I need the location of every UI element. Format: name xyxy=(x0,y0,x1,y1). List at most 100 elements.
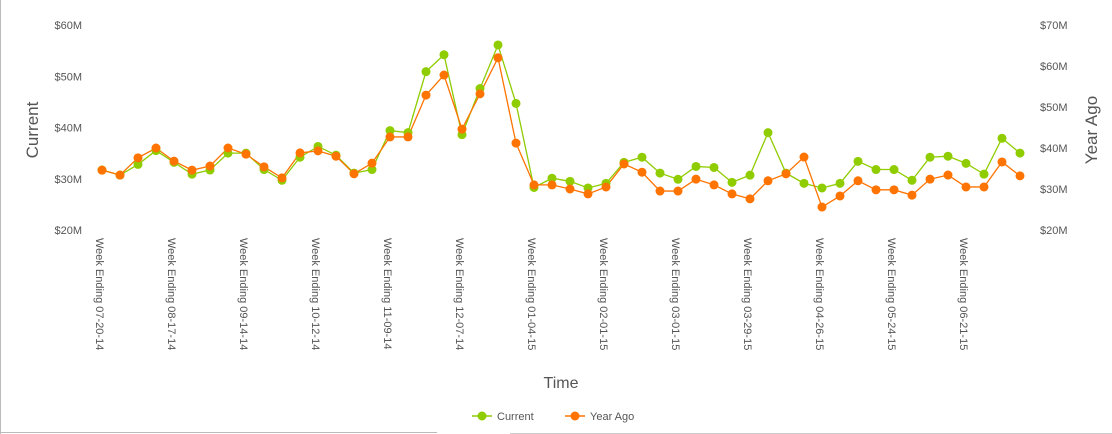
data-point-current[interactable] xyxy=(709,162,719,172)
data-point-current[interactable] xyxy=(691,161,701,171)
data-point-year-ago[interactable] xyxy=(601,182,611,192)
data-point-year-ago[interactable] xyxy=(763,176,773,186)
data-point-year-ago[interactable] xyxy=(223,143,233,153)
data-point-current[interactable] xyxy=(889,165,899,175)
x-tick-label: Week Ending 02-01-15 xyxy=(597,238,609,350)
legend-marker-current xyxy=(477,411,487,421)
data-point-current[interactable] xyxy=(565,176,575,186)
data-point-year-ago[interactable] xyxy=(655,186,665,196)
data-point-year-ago[interactable] xyxy=(835,191,845,201)
data-point-year-ago[interactable] xyxy=(493,53,503,63)
data-point-current[interactable] xyxy=(133,159,143,169)
data-point-current[interactable] xyxy=(925,152,935,162)
data-point-year-ago[interactable] xyxy=(475,89,485,99)
data-point-year-ago[interactable] xyxy=(1015,171,1025,181)
data-point-current[interactable] xyxy=(511,98,521,108)
data-point-year-ago[interactable] xyxy=(943,170,953,180)
data-point-current[interactable] xyxy=(817,183,827,193)
data-point-current[interactable] xyxy=(799,178,809,188)
left-tick-label: $60M xyxy=(54,20,82,32)
data-point-current[interactable] xyxy=(853,156,863,166)
data-point-year-ago[interactable] xyxy=(673,186,683,196)
data-point-year-ago[interactable] xyxy=(331,151,341,161)
data-point-year-ago[interactable] xyxy=(799,152,809,162)
x-tick-label: Week Ending 04-26-15 xyxy=(813,238,825,350)
data-point-year-ago[interactable] xyxy=(781,169,791,179)
data-point-current[interactable] xyxy=(367,165,377,175)
x-tick-label: Week Ending 10-12-14 xyxy=(309,238,321,350)
data-point-year-ago[interactable] xyxy=(691,174,701,184)
data-point-year-ago[interactable] xyxy=(637,167,647,177)
data-point-year-ago[interactable] xyxy=(313,146,323,156)
data-point-current[interactable] xyxy=(961,158,971,168)
data-point-current[interactable] xyxy=(835,178,845,188)
data-point-year-ago[interactable] xyxy=(115,170,125,180)
data-point-current[interactable] xyxy=(385,126,395,136)
data-point-current[interactable] xyxy=(547,173,557,183)
x-tick-label: Week Ending 09-14-14 xyxy=(237,238,249,350)
data-point-year-ago[interactable] xyxy=(709,180,719,190)
data-point-current[interactable] xyxy=(997,133,1007,143)
data-point-year-ago[interactable] xyxy=(133,153,143,163)
data-point-year-ago[interactable] xyxy=(403,132,413,142)
legend-item-year-ago[interactable]: Year Ago xyxy=(565,411,634,423)
data-point-year-ago[interactable] xyxy=(421,90,431,100)
left-tick-label: $30M xyxy=(54,174,82,186)
data-point-year-ago[interactable] xyxy=(151,143,161,153)
data-point-year-ago[interactable] xyxy=(907,190,917,200)
data-point-year-ago[interactable] xyxy=(817,202,827,212)
data-point-year-ago[interactable] xyxy=(529,180,539,190)
x-tick-label: Week Ending 11-09-14 xyxy=(381,238,393,350)
data-point-year-ago[interactable] xyxy=(997,157,1007,167)
x-tick-label: Week Ending 07-20-14 xyxy=(93,238,105,350)
data-point-year-ago[interactable] xyxy=(547,180,557,190)
data-point-current[interactable] xyxy=(673,174,683,184)
data-point-year-ago[interactable] xyxy=(889,185,899,195)
data-point-year-ago[interactable] xyxy=(961,182,971,192)
data-point-year-ago[interactable] xyxy=(367,158,377,168)
data-point-year-ago[interactable] xyxy=(241,149,251,159)
data-point-year-ago[interactable] xyxy=(853,176,863,186)
data-point-current[interactable] xyxy=(1015,148,1025,158)
data-point-current[interactable] xyxy=(421,67,431,77)
data-point-current[interactable] xyxy=(637,152,647,162)
data-point-current[interactable] xyxy=(907,175,917,185)
data-point-current[interactable] xyxy=(439,50,449,60)
data-point-year-ago[interactable] xyxy=(565,184,575,194)
data-point-current[interactable] xyxy=(493,40,503,50)
data-point-current[interactable] xyxy=(745,170,755,180)
data-point-year-ago[interactable] xyxy=(97,165,107,175)
legend-item-current[interactable]: Current xyxy=(472,411,534,423)
data-point-current[interactable] xyxy=(727,177,737,187)
data-point-year-ago[interactable] xyxy=(979,182,989,192)
left-tick-label: $20M xyxy=(54,225,82,237)
data-point-year-ago[interactable] xyxy=(727,189,737,199)
data-point-year-ago[interactable] xyxy=(511,138,521,148)
data-point-year-ago[interactable] xyxy=(169,156,179,166)
data-point-year-ago[interactable] xyxy=(349,169,359,179)
data-point-year-ago[interactable] xyxy=(457,124,467,134)
data-point-year-ago[interactable] xyxy=(619,159,629,169)
data-point-year-ago[interactable] xyxy=(295,148,305,158)
data-point-year-ago[interactable] xyxy=(259,162,269,172)
data-point-year-ago[interactable] xyxy=(439,70,449,80)
data-point-year-ago[interactable] xyxy=(205,161,215,171)
series-line-year-ago xyxy=(101,55,1021,209)
data-point-current[interactable] xyxy=(763,128,773,138)
x-axis-title: Time xyxy=(544,375,579,392)
data-point-year-ago[interactable] xyxy=(583,189,593,199)
data-point-current[interactable] xyxy=(655,168,665,178)
data-point-year-ago[interactable] xyxy=(385,132,395,142)
left-tick-label: $50M xyxy=(54,71,82,83)
data-point-current[interactable] xyxy=(943,151,953,161)
data-point-current[interactable] xyxy=(871,165,881,175)
data-point-current[interactable] xyxy=(979,169,989,179)
x-tick-label: Week Ending 06-21-15 xyxy=(957,238,969,350)
data-point-year-ago[interactable] xyxy=(277,173,287,183)
data-point-year-ago[interactable] xyxy=(745,194,755,204)
data-point-year-ago[interactable] xyxy=(925,174,935,184)
data-point-year-ago[interactable] xyxy=(871,185,881,195)
right-axis: $20M $30M $40M $50M $60M $70M xyxy=(1040,20,1068,237)
data-point-year-ago[interactable] xyxy=(187,165,197,175)
